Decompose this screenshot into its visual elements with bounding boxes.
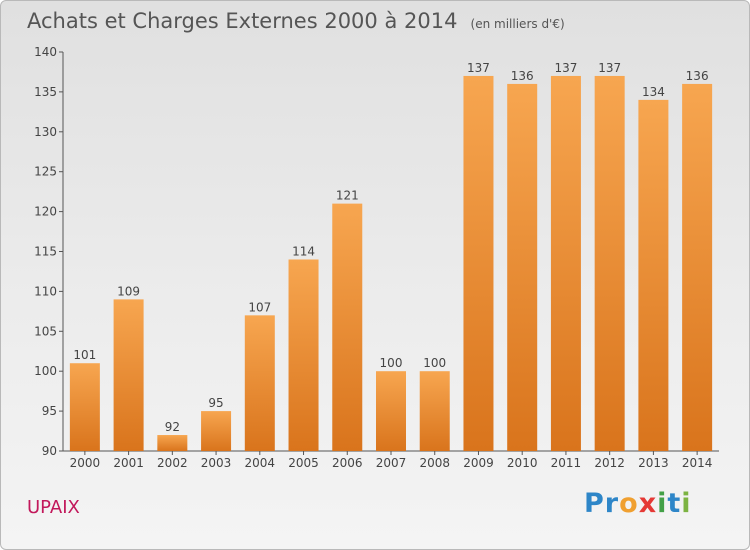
logo-letter: t xyxy=(667,488,682,519)
bar xyxy=(419,371,450,451)
x-tick-label: 2010 xyxy=(507,456,538,470)
y-tick-label: 125 xyxy=(34,165,57,179)
bar xyxy=(332,203,363,451)
y-tick-label: 130 xyxy=(34,125,57,139)
bar-value-label: 92 xyxy=(165,420,180,434)
bar xyxy=(594,75,625,451)
x-tick-label: 2004 xyxy=(245,456,276,470)
x-tick-label: 2014 xyxy=(682,456,713,470)
place-name: UPAIX xyxy=(27,497,80,518)
bar xyxy=(463,75,494,451)
x-tick-label: 2012 xyxy=(594,456,625,470)
bar-value-label: 114 xyxy=(292,244,315,258)
bar xyxy=(288,259,319,451)
y-tick-label: 95 xyxy=(42,404,57,418)
x-tick-label: 2002 xyxy=(157,456,188,470)
x-tick-label: 2008 xyxy=(419,456,450,470)
bar-value-label: 109 xyxy=(117,284,140,298)
logo-letter: x xyxy=(638,488,658,519)
x-tick-label: 2000 xyxy=(70,456,101,470)
y-tick-label: 105 xyxy=(34,324,57,338)
x-tick-label: 2001 xyxy=(113,456,144,470)
x-tick-label: 2011 xyxy=(551,456,582,470)
bar-value-label: 95 xyxy=(208,396,223,410)
y-tick-label: 135 xyxy=(34,85,57,99)
y-tick-label: 100 xyxy=(34,364,57,378)
y-tick-label: 115 xyxy=(34,245,57,259)
title-text: Achats et Charges Externes 2000 à 2014 xyxy=(27,9,458,33)
logo-letter: P xyxy=(584,488,605,519)
x-tick-label: 2005 xyxy=(288,456,319,470)
bar-value-label: 136 xyxy=(511,69,534,83)
bar xyxy=(113,299,144,451)
bar xyxy=(507,83,538,452)
bar xyxy=(638,99,669,451)
bar-value-label: 100 xyxy=(380,356,403,370)
bar-value-label: 121 xyxy=(336,189,359,203)
proxiti-logo: Proxiti xyxy=(584,488,692,519)
chart-title: Achats et Charges Externes 2000 à 2014 (… xyxy=(27,9,565,33)
bar xyxy=(244,315,275,451)
bar xyxy=(201,411,232,451)
bar xyxy=(550,75,581,451)
x-tick-label: 2006 xyxy=(332,456,363,470)
bar-value-label: 100 xyxy=(423,356,446,370)
y-tick-label: 110 xyxy=(34,284,57,298)
unit-text: (en milliers d'€) xyxy=(470,17,565,31)
bar-value-label: 137 xyxy=(554,61,577,75)
logo-letter: r xyxy=(604,488,620,519)
y-tick-label: 90 xyxy=(42,444,57,458)
bar-value-label: 136 xyxy=(686,69,709,83)
logo-letter: i xyxy=(681,488,692,519)
logo-letter: i xyxy=(657,488,668,519)
y-tick-label: 140 xyxy=(34,45,57,59)
bar-value-label: 137 xyxy=(467,61,490,75)
bar xyxy=(376,371,406,451)
x-tick-label: 2007 xyxy=(376,456,407,470)
x-tick-label: 2013 xyxy=(638,456,669,470)
x-tick-label: 2009 xyxy=(463,456,494,470)
bar xyxy=(69,363,100,451)
x-tick-label: 2003 xyxy=(201,456,232,470)
logo-letter: o xyxy=(619,488,639,519)
y-tick-label: 120 xyxy=(34,205,57,219)
bar-value-label: 107 xyxy=(248,300,271,314)
bar-value-label: 134 xyxy=(642,85,665,99)
bar xyxy=(157,435,188,451)
bar xyxy=(682,83,713,452)
bar-value-label: 137 xyxy=(598,61,621,75)
bar-value-label: 101 xyxy=(73,348,96,362)
